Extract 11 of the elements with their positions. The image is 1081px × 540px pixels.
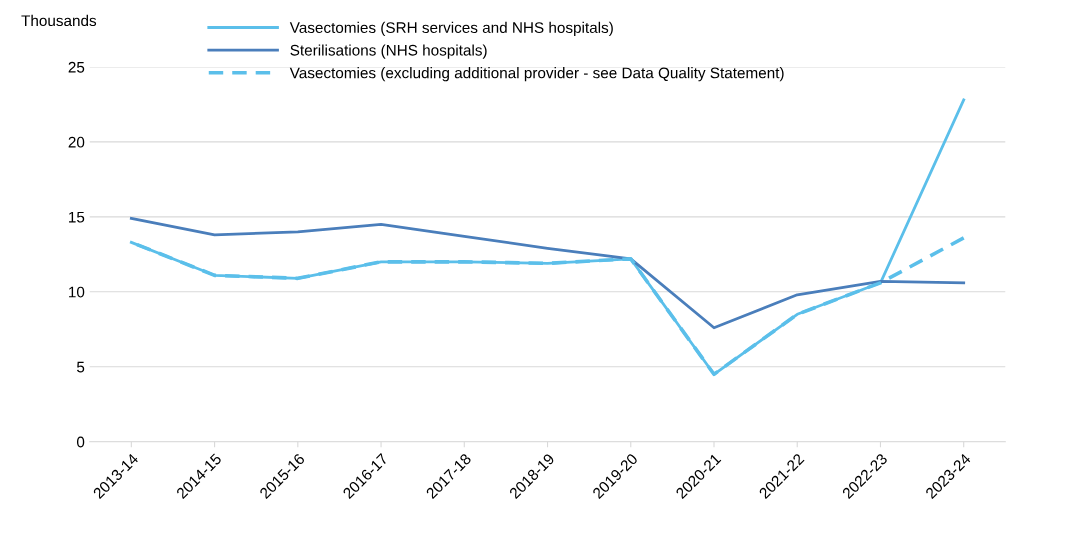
legend-label: Vasectomies (SRH services and NHS hospitals) (289, 21, 613, 37)
y-tick-label: 5 (76, 361, 85, 373)
y-tick-label: 0 (76, 436, 85, 448)
y-axis-title: Thousands (21, 14, 97, 27)
y-tick-label: 25 (68, 61, 85, 73)
y-tick-label: 15 (69, 211, 85, 223)
y-tick-label: 10 (69, 286, 85, 298)
line-series (129, 216, 966, 330)
legend-label: Vasectomies (excluding additional provider - see Data Quality Statement) (289, 67, 784, 82)
y-tick-label: 20 (68, 136, 85, 148)
legend-label: Sterilisations (NHS hospitals) (290, 44, 487, 59)
